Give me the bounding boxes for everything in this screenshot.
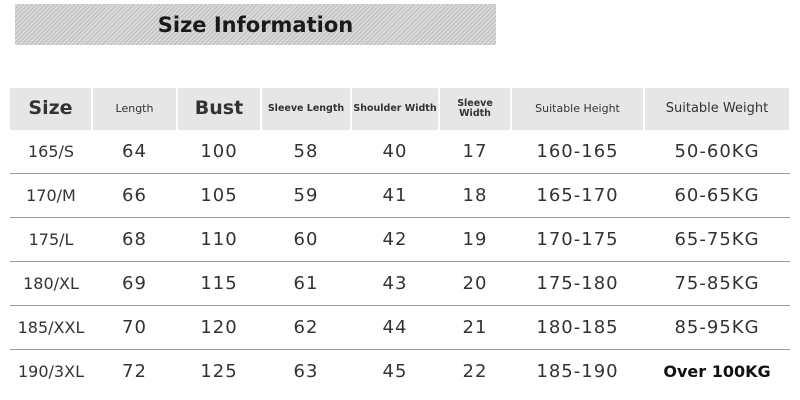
cell: 175-180 — [511, 261, 644, 306]
cell: 18 — [439, 173, 511, 218]
cell: 170-175 — [511, 217, 644, 262]
cell: 45 — [382, 361, 408, 382]
cell: 44 — [351, 305, 439, 350]
cell: 65-75KG — [644, 217, 790, 262]
header-shoulder-width: Shoulder Width — [351, 88, 440, 130]
title-banner: Size Information — [15, 4, 496, 45]
header-suitable-height: Suitable Height — [511, 88, 645, 130]
cell: 60 — [261, 217, 351, 262]
header-bust: Bust — [177, 88, 262, 130]
cell: 22 — [462, 361, 488, 382]
table-row: 185/XXL 70 120 62 44 21 180-185 85-95KG — [10, 305, 790, 350]
header-sleeve-length: Sleeve Length — [261, 88, 352, 130]
cell: 160-165 — [511, 130, 644, 174]
cell: 42 — [351, 217, 439, 262]
cell: 58 — [261, 130, 351, 174]
cell: 70 — [92, 305, 177, 350]
cell: 165/S — [10, 130, 92, 174]
page-title: Size Information — [157, 12, 354, 37]
table-row: 165/S 64 100 58 40 17 160-165 50-60KG — [10, 130, 790, 174]
cell: 190/3XL — [18, 362, 84, 381]
cell: 43 — [351, 261, 439, 306]
cell: 64 — [92, 130, 177, 174]
header-row: Size Length Bust Sleeve Length Shoulder … — [10, 88, 791, 130]
cell: 61 — [261, 261, 351, 306]
cell: 185-190 — [536, 361, 619, 382]
cell: 63 — [293, 361, 319, 382]
cell: 50-60KG — [644, 130, 790, 174]
size-table: Size Length Bust Sleeve Length Shoulder … — [10, 88, 791, 393]
cell: 75-85KG — [644, 261, 790, 306]
cell: 165-170 — [511, 173, 644, 218]
cell: 110 — [177, 217, 261, 262]
cell: 85-95KG — [644, 305, 790, 350]
header-size: Size — [10, 88, 93, 130]
cell: 59 — [261, 173, 351, 218]
cell: 66 — [92, 173, 177, 218]
cell: 62 — [261, 305, 351, 350]
cell: 60-65KG — [644, 173, 790, 218]
table-row: 170/M 66 105 59 41 18 165-170 60-65KG — [10, 173, 790, 218]
cell: 21 — [439, 305, 511, 350]
header-suitable-weight: Suitable Weight — [644, 88, 791, 130]
cell: 185/XXL — [10, 305, 92, 350]
cell: 180/XL — [10, 261, 92, 306]
cell: 17 — [439, 130, 511, 174]
cell: 69 — [92, 261, 177, 306]
cell: 68 — [92, 217, 177, 262]
cell: 125 — [200, 361, 238, 382]
cell: 40 — [351, 130, 439, 174]
header-length: Length — [92, 88, 178, 130]
table-row: 180/XL 69 115 61 43 20 175-180 75-85KG — [10, 261, 790, 306]
cell: Over 100KG — [663, 362, 771, 381]
cell: 170/M — [10, 173, 92, 218]
table-row: 190/3XL 72 125 63 45 22 185-190 Over 100KG — [10, 350, 790, 394]
header-sleeve-width: Sleeve Width — [439, 88, 512, 130]
table-row: 175/L 68 110 60 42 19 170-175 65-75KG — [10, 217, 790, 262]
cell: 115 — [177, 261, 261, 306]
cell: 72 — [122, 361, 147, 382]
cell: 41 — [351, 173, 439, 218]
cell: 180-185 — [511, 305, 644, 350]
cell: 105 — [177, 173, 261, 218]
cell: 175/L — [10, 217, 92, 262]
cell: 120 — [177, 305, 261, 350]
cell: 19 — [439, 217, 511, 262]
cell: 100 — [177, 130, 261, 174]
cell: 20 — [439, 261, 511, 306]
